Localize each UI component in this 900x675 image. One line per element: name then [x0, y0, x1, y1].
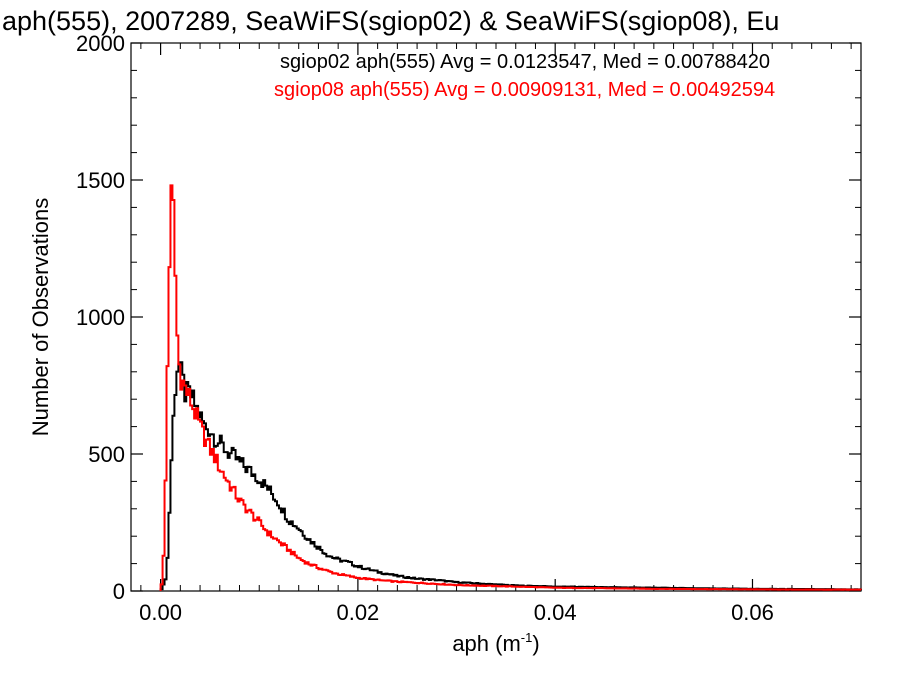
x-axis-label-text: aph (m — [452, 631, 520, 656]
series-line-sgiop02 — [159, 361, 862, 591]
chart-title: aph(555), 2007289, SeaWiFS(sgiop02) & Se… — [2, 6, 779, 36]
x-axis-label-close: ) — [532, 631, 539, 656]
y-axis-label: Number of Observations — [28, 198, 53, 436]
plot-frame — [130, 42, 862, 592]
y-tick-label: 2000 — [76, 31, 125, 56]
x-tick-label: 0.06 — [731, 600, 774, 625]
x-tick-label: 0.04 — [534, 600, 577, 625]
x-axis-label-superscript: -1 — [521, 630, 533, 645]
x-axis-label: aph (m-1) — [452, 630, 539, 656]
y-tick-label: 1500 — [76, 168, 125, 193]
y-tick-label: 0 — [113, 579, 125, 604]
series-line-sgiop08 — [159, 184, 862, 591]
x-tick-label: 0.00 — [139, 600, 182, 625]
x-tick-label: 0.02 — [336, 600, 379, 625]
x-axis: 0.00 0.02 0.04 0.06 — [139, 43, 852, 625]
y-axis: 0 500 1000 1500 2000 — [76, 31, 861, 604]
y-tick-label: 1000 — [76, 305, 125, 330]
series-layer — [159, 184, 862, 591]
legend-sgiop02-stats: sgiop02 aph(555) Avg = 0.0123547, Med = … — [280, 51, 770, 73]
legend-sgiop08-stats: sgiop08 aph(555) Avg = 0.00909131, Med =… — [274, 79, 775, 101]
y-tick-label: 500 — [88, 442, 125, 467]
